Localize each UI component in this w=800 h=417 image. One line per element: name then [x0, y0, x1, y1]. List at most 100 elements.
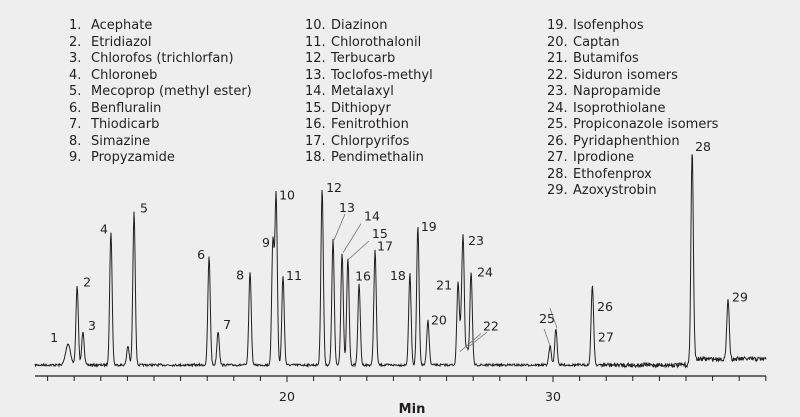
legend-number: 20.	[547, 34, 568, 50]
legend-item: 24. Isoprothiolane	[547, 101, 718, 118]
legend-number: 29.	[547, 183, 568, 198]
legend-item: 10. Diazinon	[305, 18, 433, 35]
peak-label: 12	[326, 180, 342, 195]
peak-label: 14	[364, 209, 380, 224]
legend-item: 8. Simazine	[69, 134, 252, 151]
legend-item: 7. Thiodicarb	[69, 117, 252, 134]
legend-compound: Captan	[573, 34, 620, 50]
legend-number: 8.	[69, 133, 82, 149]
legend-item: 20. Captan	[547, 35, 718, 52]
legend-number: 7.	[69, 117, 82, 132]
legend-number: 2.	[69, 34, 82, 50]
legend-compound: Mecoprop (methyl ester)	[91, 84, 252, 99]
legend-number: 11.	[305, 34, 326, 50]
legend-item: 5. Mecoprop (methyl ester)	[69, 84, 252, 101]
legend-item: 23. Napropamide	[547, 84, 718, 101]
legend-compound: Chloroneb	[91, 67, 158, 83]
peak-label: 25	[539, 311, 555, 326]
legend-item: 26. Pyridaphenthion	[547, 134, 718, 151]
legend-item: 17. Chlorpyrifos	[305, 134, 433, 151]
peak-label: 22	[483, 319, 499, 334]
peak-label: 13	[339, 200, 355, 215]
legend-number: 19.	[547, 18, 568, 33]
legend-item: 15. Dithiopyr	[305, 101, 433, 118]
legend-number: 15.	[305, 100, 326, 116]
legend-compound: Benfluralin	[91, 100, 162, 116]
legend-number: 17.	[305, 133, 326, 149]
legend-compound: Siduron isomers	[573, 67, 678, 83]
peak-label: 8	[236, 268, 244, 283]
legend-item: 1. Acephate	[69, 18, 252, 35]
legend-compound: Terbucarb	[331, 51, 396, 66]
legend-compound: Chlorpyrifos	[331, 133, 410, 149]
peak-label: 17	[377, 239, 393, 254]
legend-item: 6. Benfluralin	[69, 101, 252, 118]
peak-label: 11	[286, 268, 302, 283]
legend-item: 29. Azoxystrobin	[547, 183, 718, 200]
x-axis-title: Min	[399, 402, 426, 417]
x-tick-label: 30	[545, 389, 561, 404]
legend-item: 19. Isofenphos	[547, 18, 718, 35]
peak-label: 15	[372, 226, 388, 241]
peak-label: 4	[100, 221, 108, 236]
legend-number: 4.	[69, 67, 82, 83]
legend-number: 23.	[547, 84, 568, 99]
legend-compound: Azoxystrobin	[573, 183, 657, 198]
legend-compound: Iprodione	[573, 150, 635, 165]
legend-number: 14.	[305, 84, 326, 99]
x-tick-label: 20	[279, 389, 295, 404]
peak-label: 29	[732, 290, 748, 305]
legend-compound: Propiconazole isomers	[573, 117, 719, 132]
legend-number: 26.	[547, 133, 568, 149]
legend-compound: Isofenphos	[573, 18, 644, 33]
legend-compound: Ethofenprox	[573, 166, 652, 182]
x-axis	[35, 375, 767, 382]
peak-label: 19	[421, 219, 437, 234]
peak-label: 1	[50, 330, 58, 345]
legend-item: 12. Terbucarb	[305, 51, 433, 68]
peak-label: 2	[83, 275, 91, 290]
legend-column: 1. Acephate 2. Etridiazol 3. Chlorofos (trich…	[69, 18, 252, 167]
legend-number: 25.	[547, 117, 568, 132]
chromatogram-trace	[34, 154, 767, 369]
legend-compound: Dithiopyr	[331, 100, 391, 116]
legend-number: 3.	[69, 51, 82, 66]
legend-item: 14. Metalaxyl	[305, 84, 433, 101]
peak-label: 6	[197, 247, 205, 262]
legend-compound: Pendimethalin	[331, 150, 424, 165]
legend-item: 9. Propyzamide	[69, 150, 252, 167]
peak-label: 7	[223, 317, 231, 332]
legend-number: 6.	[69, 100, 82, 116]
leader-line	[348, 240, 370, 260]
legend-compound: Acephate	[91, 18, 153, 33]
peak-label: 18	[390, 268, 406, 283]
legend-item: 2. Etridiazol	[69, 35, 252, 52]
legend-item: 16. Fenitrothion	[305, 117, 433, 134]
legend-item: 13. Toclofos-methyl	[305, 68, 433, 85]
legend-compound: Chlorothalonil	[331, 34, 422, 50]
legend-number: 10.	[305, 18, 326, 33]
legend-item: 11. Chlorothalonil	[305, 35, 433, 52]
leader-line	[459, 333, 482, 352]
legend-number: 12.	[305, 51, 326, 66]
leader-line	[467, 331, 488, 348]
peak-label: 28	[695, 139, 711, 154]
peak-label: 23	[468, 233, 484, 248]
trace-group	[34, 154, 767, 369]
legend-compound: Thiodicarb	[91, 117, 160, 132]
legend-item: 25. Propiconazole isomers	[547, 117, 718, 134]
legend-compound: Pyridaphenthion	[573, 133, 680, 149]
peak-label: 26	[597, 299, 613, 314]
legend-compound: Etridiazol	[91, 34, 152, 50]
peak-label: 3	[88, 318, 96, 333]
peak-label: 10	[279, 187, 295, 202]
peak-labels: 1234567891011121314151617181920212223242…	[50, 139, 748, 352]
legend-compound: Metalaxyl	[331, 84, 394, 99]
legend-item: 4. Chloroneb	[69, 68, 252, 85]
leader-line	[543, 328, 551, 347]
peak-label: 27	[598, 329, 614, 344]
legend-compound: Napropamide	[573, 84, 661, 99]
legend-compound: Diazinon	[331, 18, 388, 33]
peak-label: 9	[262, 235, 270, 250]
legend-compound: Toclofos-methyl	[331, 67, 433, 83]
